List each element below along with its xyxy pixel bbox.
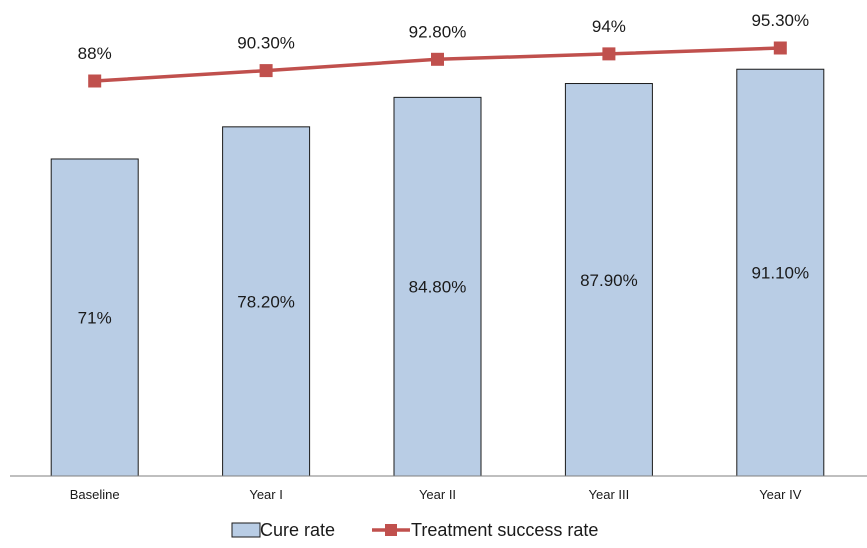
bar-cure-rate bbox=[564, 83, 653, 477]
line-marker bbox=[88, 74, 102, 88]
bar-cure-rate bbox=[50, 158, 139, 477]
bars-layer: 71% 78.20% 84.80% 87.90% 91.10% bbox=[50, 68, 825, 477]
bar-data-label: 87.90% bbox=[580, 271, 638, 290]
x-tick-label: Year I bbox=[249, 487, 283, 502]
legend-label-cure-rate: Cure rate bbox=[260, 520, 335, 540]
line-data-label: 94% bbox=[592, 17, 626, 36]
bar-data-label: 84.80% bbox=[409, 278, 467, 297]
legend-swatch-cure-rate bbox=[231, 522, 261, 538]
bar-data-label: 91.10% bbox=[751, 264, 809, 283]
line-marker bbox=[773, 41, 787, 55]
line-data-label: 95.30% bbox=[751, 11, 809, 30]
legend-marker-treatment-success bbox=[385, 524, 397, 536]
x-tick-label: Baseline bbox=[70, 487, 120, 502]
x-tick-label: Year II bbox=[419, 487, 456, 502]
line-data-label: 90.30% bbox=[237, 34, 295, 53]
bar-cure-rate bbox=[736, 68, 825, 477]
bar-cure-rate bbox=[222, 126, 311, 477]
legend-label-treatment-success: Treatment success rate bbox=[411, 520, 598, 540]
line-data-label: 92.80% bbox=[409, 22, 467, 41]
x-tick-label: Year IV bbox=[759, 487, 801, 502]
bar-data-label: 71% bbox=[78, 308, 112, 327]
legend: Cure rate Treatment success rate bbox=[231, 520, 598, 540]
line-data-label: 88% bbox=[78, 44, 112, 63]
line-layer: 88% 90.30% 92.80% 94% 95.30% bbox=[78, 11, 809, 88]
bar-data-label: 78.20% bbox=[237, 292, 295, 311]
line-marker bbox=[602, 47, 616, 61]
bar-cure-rate bbox=[393, 96, 482, 477]
x-tick-label: Year III bbox=[589, 487, 630, 502]
line-marker bbox=[259, 64, 273, 78]
x-axis-ticks: Baseline Year I Year II Year III Year IV bbox=[70, 487, 802, 502]
line-marker bbox=[431, 52, 444, 66]
